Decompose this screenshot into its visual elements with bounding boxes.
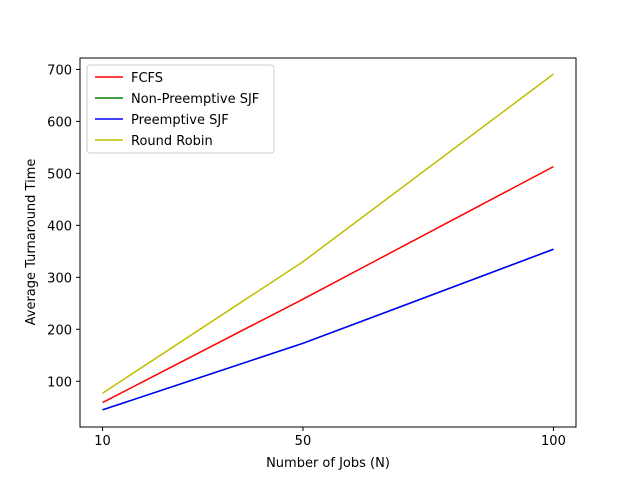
y-tick-label: 200 xyxy=(47,323,72,338)
x-tick-label: 50 xyxy=(295,434,312,449)
x-tick-label: 100 xyxy=(541,434,566,449)
legend-label: Non-Preemptive SJF xyxy=(131,92,259,107)
y-tick-label: 600 xyxy=(47,115,72,130)
y-axis-ticks: 100 200 300 400 500 600 700 xyxy=(47,63,80,390)
plot-frame xyxy=(79,57,577,428)
series-layer xyxy=(102,73,554,411)
y-tick-label: 100 xyxy=(47,375,72,390)
legend-label: Preemptive SJF xyxy=(131,113,229,128)
legend-label: FCFS xyxy=(131,71,163,86)
y-tick-label: 400 xyxy=(47,219,72,234)
series-line-preemptive-sjf xyxy=(102,248,554,411)
y-tick-label: 300 xyxy=(47,271,72,286)
x-axis-ticks: 10 50 100 xyxy=(94,427,566,449)
legend: FCFS Non-Preemptive SJF Preemptive SJF Roun… xyxy=(86,64,275,154)
series-line-round-robin xyxy=(102,73,554,394)
y-axis-label: Average Turnaround Time xyxy=(24,159,39,326)
x-tick-label: 10 xyxy=(94,434,111,449)
x-axis-label: Number of Jobs (N) xyxy=(266,456,390,471)
legend-box xyxy=(86,64,275,154)
y-tick-label: 500 xyxy=(47,167,72,182)
legend-label: Round Robin xyxy=(131,134,213,149)
y-tick-label: 700 xyxy=(47,63,72,78)
series-line-fcfs xyxy=(102,165,554,404)
